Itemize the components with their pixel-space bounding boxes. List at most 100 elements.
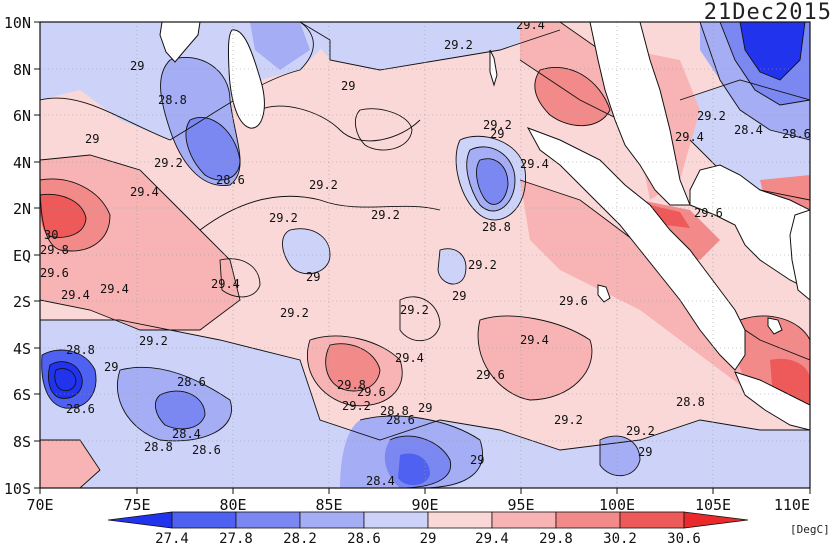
sst-region-hottest [650, 205, 690, 228]
lat-label: 4S [13, 340, 31, 358]
contour-label: 29 [85, 132, 99, 146]
colorbar-segment [427, 511, 493, 529]
contour-line [325, 343, 381, 392]
lat-label: 8S [13, 433, 31, 451]
contour-label: 29.8 [337, 378, 366, 392]
lat-label: 6S [13, 386, 31, 404]
sumatra-land [526, 127, 746, 371]
contour-label: 28.8 [482, 220, 511, 234]
lat-label: 6N [13, 107, 31, 125]
sst-region-cold [600, 436, 640, 476]
grid-lines [40, 22, 810, 488]
lon-label: 105E [695, 496, 731, 514]
contour-label: 29 [452, 289, 466, 303]
contour-label: 29.2 [400, 303, 429, 317]
lon-label: 90E [411, 496, 438, 514]
contour-label: 29.2 [468, 258, 497, 272]
contour-label: 29.4 [211, 277, 240, 291]
contour-label: 29.4 [130, 185, 159, 199]
contour-line [54, 368, 77, 391]
lon-label: 85E [315, 496, 342, 514]
latitude-labels: 10N 8N 6N 4N 2N EQ 2S 4S 6S 8S 10S [4, 14, 31, 498]
colorbar-ticks: 27.4 27.8 28.2 28.6 29 29.4 29.8 30.2 30… [155, 531, 701, 545]
colorbar-tick-label: 27.4 [155, 531, 189, 545]
colorbar-unit-label: [DegC] [790, 523, 830, 536]
contour-line [282, 228, 331, 275]
lon-label: 70E [26, 496, 53, 514]
contour-label: 29 [104, 360, 118, 374]
contour-line [40, 154, 241, 331]
lat-label: 8N [13, 61, 31, 79]
contour-label: 29.6 [694, 206, 723, 220]
lat-label: 10S [4, 480, 31, 498]
mentawai-islands-land [597, 284, 611, 303]
contour-line [476, 158, 509, 205]
contour-label: 29.4 [516, 18, 545, 32]
sst-region-cold [250, 22, 310, 70]
lon-label: 75E [123, 496, 150, 514]
lon-label: 80E [219, 496, 246, 514]
contour-line [116, 366, 232, 442]
contour-line [389, 435, 452, 488]
colorbar-tick-label: 29.4 [475, 531, 509, 545]
contour-line [534, 66, 611, 127]
lat-label: 10N [4, 14, 31, 32]
contour-label: 29.6 [559, 294, 588, 308]
colorbar-segment [619, 511, 685, 529]
contour-line [299, 22, 561, 71]
contour-line [40, 439, 101, 488]
contour-label: 28.6 [216, 173, 245, 187]
colorbar-right-arrow [683, 511, 749, 529]
contour-line [40, 193, 87, 238]
axis-ticks [34, 21, 811, 494]
colorbar-segment [171, 511, 237, 529]
contour-label: 28.8 [144, 440, 173, 454]
contour-line [399, 296, 441, 342]
colorbar-left-arrow [107, 511, 173, 529]
sst-region-coldest [398, 453, 430, 486]
landmasses [159, 22, 810, 431]
contour-label: 29.4 [675, 130, 704, 144]
contour-line [160, 56, 241, 186]
lat-label: 2N [13, 200, 31, 218]
contour-label: 29.2 [554, 413, 583, 427]
contour-label: 29.4 [395, 351, 424, 365]
sst-region-coldest [48, 361, 83, 399]
contour-label: 29.2 [269, 211, 298, 225]
sst-region-cool [438, 248, 466, 285]
contour-label: 29.2 [280, 306, 309, 320]
lon-label: 95E [507, 496, 534, 514]
contour-line [455, 135, 526, 221]
sst-region-warm [40, 440, 100, 488]
sst-region-warm [478, 316, 592, 400]
contour-line [679, 79, 810, 101]
contour-line [185, 116, 241, 181]
contour-label: 28.8 [676, 395, 705, 409]
contour-line [739, 315, 810, 341]
map-date-title: 21Dec2015 [703, 0, 832, 25]
contour-label: 29.6 [40, 266, 69, 280]
contour-label: 29.8 [40, 243, 69, 257]
contour-line [40, 22, 314, 141]
sst-region-cool [300, 22, 560, 70]
contour-label: 29.2 [371, 208, 400, 222]
sst-region-colder [155, 391, 205, 429]
india-land [159, 22, 201, 63]
malay-peninsula-land [689, 164, 810, 291]
contour-line [466, 146, 516, 212]
contour-line [739, 22, 806, 81]
contour-line [437, 248, 467, 285]
contour-label: 29.2 [483, 118, 512, 132]
longitude-labels: 70E 75E 80E 85E 90E 95E 100E 105E 110E [26, 496, 810, 514]
contour-label: 28.6 [66, 402, 95, 416]
contour-label: 28.4 [366, 474, 395, 488]
contour-line [599, 435, 641, 477]
contour-label: 29.2 [697, 109, 726, 123]
colorbar-tick-label: 27.8 [219, 531, 253, 545]
colorbar-segment [491, 511, 557, 529]
lat-label: 2S [13, 293, 31, 311]
sst-region-hottest [40, 194, 86, 238]
colorbar-segment [299, 511, 365, 529]
contour-label: 29 [490, 127, 504, 141]
contour-label: 28.6 [386, 413, 415, 427]
